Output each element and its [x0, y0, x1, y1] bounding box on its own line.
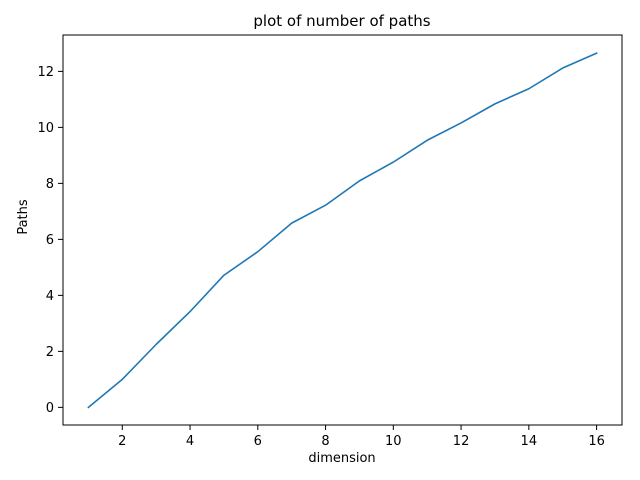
series-layer	[87, 52, 598, 409]
x-axis-ticks: 2 4 6 8 10 12 14 16	[118, 425, 605, 449]
plot-frame	[62, 34, 623, 426]
x-axis-label: dimension	[308, 451, 375, 466]
x-tick-label: 4	[186, 434, 194, 449]
y-axis-ticks: 0 2 4 6 8 10 12	[37, 65, 63, 416]
y-tick-label: 6	[46, 233, 54, 248]
y-tick-label: 2	[46, 345, 54, 360]
y-tick-label: 0	[46, 401, 54, 416]
x-tick-label: 12	[453, 434, 470, 449]
y-tick-label: 12	[37, 65, 54, 80]
x-tick-label: 2	[118, 434, 126, 449]
x-tick-label: 8	[321, 434, 329, 449]
x-tick-label: 6	[254, 434, 262, 449]
x-tick-label: 16	[588, 434, 605, 449]
chart-title: plot of number of paths	[253, 12, 430, 30]
x-tick-label: 14	[521, 434, 538, 449]
series-line	[87, 52, 598, 409]
x-tick-label: 10	[385, 434, 402, 449]
plot-area	[62, 34, 623, 426]
y-tick-label: 10	[37, 121, 54, 136]
y-tick-label: 8	[46, 177, 54, 192]
y-axis-label: Paths	[16, 199, 31, 235]
y-tick-label: 4	[46, 289, 54, 304]
